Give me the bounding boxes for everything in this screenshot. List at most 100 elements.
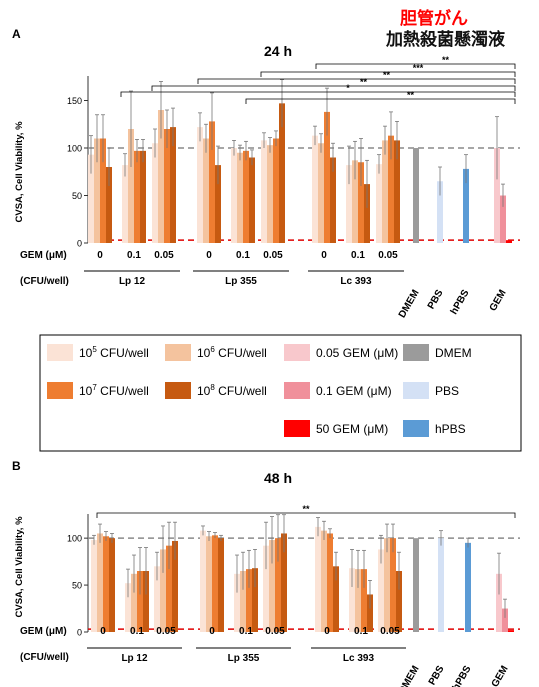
legend: 105 CFU/well 106 CFU/well 0.05 GEM (μM) DME… (47, 344, 472, 437)
bar-lp12-gem0.05-cfu5 (154, 566, 160, 632)
legend-label: 105 CFU/well (79, 345, 149, 360)
significance-bracket (120, 91, 516, 97)
header-title-red: 胆管がん (400, 8, 468, 28)
legend-label: 108 CFU/well (197, 383, 267, 398)
legend-swatch (165, 344, 191, 361)
control-label: GEM (490, 664, 511, 687)
bar-control-pbs-0 (437, 181, 443, 243)
y-tick-label: 100 (67, 534, 82, 544)
legend-swatch (284, 420, 310, 437)
control-label: GEM (488, 288, 509, 313)
bar-lc393-gem0-cfu5 (312, 135, 318, 243)
bar-control-hpbs-0 (465, 542, 471, 632)
significance-mark: ** (302, 504, 310, 514)
significance-bracket (245, 98, 516, 104)
bar-lc393-gem0.05-cfu7 (388, 135, 394, 243)
panel-b-label: B (12, 459, 21, 473)
bar-control-hpbs-0 (463, 168, 469, 243)
bar-lp355-gem0.1-cfu6 (240, 571, 246, 632)
bar-lp355-gem0-cfu7 (209, 121, 215, 243)
bar-lp355-gem0.05-cfu8 (279, 103, 285, 243)
y-tick-label: 0 (77, 628, 82, 638)
legend-label: 0.1 GEM (μM) (316, 384, 392, 398)
chart-48h: 0 50 100 0 0.1 0.05 Lp 12 0 0.1 0.05 Lp 355 0 0.1 0.0… (67, 504, 520, 687)
significance-mark: * (346, 83, 350, 93)
bar-lc393-gem0-cfu7 (324, 111, 330, 244)
legend-label: PBS (435, 384, 459, 398)
group-label: Lc 393 (343, 653, 375, 664)
group-label: Lp 12 (119, 276, 146, 287)
bar-lp355-gem0.1-cfu8 (252, 568, 258, 632)
bar-lp355-gem0-cfu6 (206, 536, 212, 632)
legend-label: DMEM (435, 346, 472, 360)
bar-control-gem-1 (502, 608, 508, 632)
bar-lp355-gem0-cfu6 (203, 138, 209, 243)
legend-label: hPBS (435, 422, 466, 436)
bar-control-dmem-0 (413, 538, 419, 632)
bar-lp355-gem0.1-cfu8 (249, 157, 255, 243)
significance-mark: *** (413, 63, 424, 73)
gem-concentration-label: 0.05 (156, 626, 176, 637)
control-label: DMEM (397, 664, 422, 687)
bar-control-gem-0 (496, 573, 502, 632)
bar-lc393-gem0.05-cfu5 (376, 164, 382, 243)
bar-lc393-gem0.1-cfu8 (364, 184, 370, 243)
legend-label: 106 CFU/well (197, 345, 267, 360)
bar-lp355-gem0-cfu8 (218, 538, 224, 632)
bar-lp355-gem0.05-cfu5 (261, 140, 267, 243)
gem-concentration-label: 0.05 (378, 250, 398, 261)
bar-lp355-gem0.05-cfu6 (267, 145, 273, 243)
bar-lp12-gem0-cfu8 (109, 538, 115, 632)
panel-a-gem-row-label: GEM (μM) (20, 250, 67, 261)
gem-concentration-label: 0.05 (265, 626, 285, 637)
significance-mark: ** (383, 70, 391, 80)
bar-lp12-gem0.1-cfu7 (134, 150, 140, 243)
legend-swatch (403, 382, 429, 399)
bar-lc393-gem0.05-cfu8 (396, 571, 402, 632)
legend-label: 0.05 GEM (μM) (316, 346, 398, 360)
significance-mark: ** (360, 77, 368, 87)
control-label: hPBS (449, 288, 472, 317)
bar-lp355-gem0.05-cfu8 (281, 533, 287, 632)
gem-concentration-label: 0.1 (239, 626, 253, 637)
legend-swatch (284, 344, 310, 361)
bar-lp12-gem0.05-cfu6 (160, 549, 166, 632)
legend-label: 50 GEM (μM) (316, 422, 388, 436)
bar-lp355-gem0-cfu5 (197, 127, 203, 243)
gem-concentration-label: 0 (321, 250, 327, 261)
legend-swatch (47, 382, 73, 399)
bar-lp355-gem0.05-cfu7 (275, 538, 281, 632)
gem-concentration-label: 0.05 (263, 250, 283, 261)
bar-lc393-gem0.1-cfu8 (367, 594, 373, 632)
bar-lp12-gem0-cfu7 (100, 138, 106, 243)
significance-mark: ** (442, 55, 450, 65)
bar-lp355-gem0.05-cfu5 (263, 545, 269, 632)
control-label: PBS (427, 664, 447, 687)
bar-lp12-gem0.1-cfu5 (125, 583, 131, 632)
y-tick-label: 150 (67, 96, 82, 106)
bar-control-dmem-0 (413, 148, 419, 243)
bar-lc393-gem0-cfu8 (333, 566, 339, 632)
bar-lc393-gem0.1-cfu6 (355, 569, 361, 632)
gem-concentration-label: 0 (324, 626, 330, 637)
control-label: DMEM (397, 288, 422, 320)
bar-lp12-gem0.1-cfu8 (143, 571, 149, 632)
bar-lp12-gem0.1-cfu8 (140, 150, 146, 243)
y-tick-label: 100 (67, 144, 82, 154)
bar-lc393-gem0.05-cfu6 (384, 538, 390, 632)
bar-lc393-gem0-cfu5 (315, 526, 321, 632)
bar-lp12-gem0.05-cfu7 (164, 129, 170, 243)
panel-b-cfu-row-label: (CFU/well) (20, 652, 69, 663)
bar-lp355-gem0.1-cfu6 (237, 152, 243, 243)
legend-box (39, 334, 522, 452)
bar-lc393-gem0.05-cfu6 (382, 140, 388, 243)
bar-lp12-gem0-cfu8 (106, 167, 112, 243)
legend-swatch (47, 344, 73, 361)
bar-control-pbs-0 (438, 538, 444, 632)
gem-concentration-label: 0 (209, 626, 215, 637)
bar-lp12-gem0-cfu7 (103, 536, 109, 632)
y-tick-label: 50 (72, 191, 82, 201)
bar-lc393-gem0-cfu7 (327, 533, 333, 632)
group-label: Lc 393 (340, 276, 372, 287)
